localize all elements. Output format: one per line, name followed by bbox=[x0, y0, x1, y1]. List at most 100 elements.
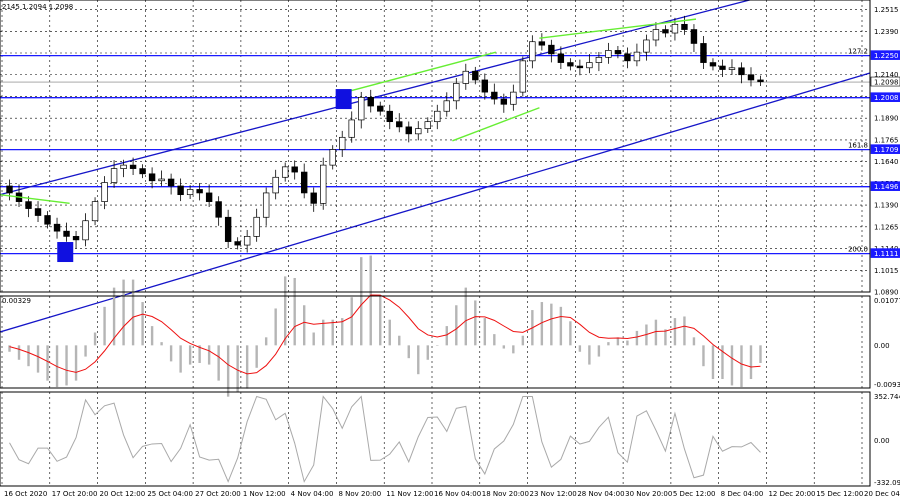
high-box bbox=[335, 89, 352, 110]
candle-body bbox=[82, 220, 89, 241]
candle bbox=[510, 84, 517, 111]
candle-body bbox=[424, 121, 431, 129]
candle-body bbox=[719, 65, 726, 70]
macd-bar bbox=[569, 321, 572, 346]
candle bbox=[377, 101, 384, 116]
x-tick-label: 18 Nov 20:00 bbox=[482, 490, 529, 498]
candle-body bbox=[63, 230, 70, 237]
macd-bar bbox=[255, 345, 258, 368]
macd-bar bbox=[84, 345, 87, 357]
candle-body bbox=[700, 43, 707, 63]
macd-bar bbox=[635, 330, 639, 346]
candle bbox=[434, 104, 441, 130]
fib-label: 161.8 bbox=[848, 142, 868, 150]
macd-bar bbox=[673, 318, 677, 346]
price-tag-label: 1.2250 bbox=[874, 52, 899, 60]
candle bbox=[339, 130, 346, 157]
candle-body bbox=[339, 136, 346, 150]
x-tick-label: 12 Dec 20:00 bbox=[768, 490, 815, 498]
candle bbox=[120, 159, 127, 178]
candle-body bbox=[205, 192, 213, 202]
macd-bar bbox=[702, 345, 705, 367]
macd-bar bbox=[350, 297, 353, 346]
candle-body bbox=[234, 241, 241, 246]
candle-body bbox=[548, 44, 555, 55]
macd-bar bbox=[483, 318, 487, 346]
macd-bar bbox=[578, 345, 582, 352]
macd-pane: 0.00329 bbox=[2, 255, 762, 397]
macd-bar bbox=[141, 302, 144, 346]
candle bbox=[500, 93, 508, 113]
candle bbox=[291, 160, 298, 180]
macd-bar bbox=[245, 345, 249, 389]
price-tag-box bbox=[870, 76, 900, 87]
ohlc-readout: 2145 1.2094 1.2098 bbox=[2, 3, 73, 11]
candle-body bbox=[728, 67, 736, 70]
candle-body bbox=[329, 149, 336, 166]
macd-bar bbox=[388, 319, 391, 346]
pane-frame bbox=[0, 295, 871, 389]
macd-bar bbox=[150, 326, 154, 346]
macd-bar bbox=[160, 342, 163, 346]
price-tag-label: 1.1496 bbox=[874, 183, 899, 191]
macd-bar bbox=[379, 295, 382, 346]
candle bbox=[129, 157, 137, 176]
candle bbox=[139, 164, 146, 179]
candle bbox=[25, 196, 32, 218]
candle bbox=[576, 59, 584, 76]
candle bbox=[491, 83, 498, 105]
macd-bar bbox=[207, 345, 211, 365]
price-tag-box bbox=[870, 248, 900, 258]
candle bbox=[224, 209, 232, 249]
macd-bar bbox=[740, 345, 743, 388]
macd-bar bbox=[103, 306, 106, 346]
macd-tick: -0.00931 bbox=[874, 381, 900, 389]
candle-body bbox=[377, 105, 384, 112]
candle-body bbox=[158, 178, 165, 182]
candle-body bbox=[129, 164, 137, 169]
candle-body bbox=[101, 182, 108, 202]
macd-bar bbox=[455, 305, 458, 346]
candle bbox=[586, 54, 593, 74]
x-tick-label: 25 Oct 04:00 bbox=[147, 490, 193, 498]
candle-body bbox=[120, 164, 127, 169]
macd-bar bbox=[512, 345, 515, 354]
candle-body bbox=[320, 164, 327, 204]
x-tick-label: 1 Nov 12:00 bbox=[243, 490, 286, 498]
macd-bar bbox=[474, 300, 477, 346]
candle bbox=[557, 46, 565, 70]
x-tick-label: 20 Dec 04:00 bbox=[864, 490, 900, 498]
macd-bar bbox=[626, 340, 629, 346]
price-pane: 127.2 161.8 200.0 bbox=[0, 0, 871, 333]
candle-body bbox=[567, 62, 574, 67]
x-tick-label: 30 Nov 20:00 bbox=[625, 490, 672, 498]
macd-tick: 0.00 bbox=[874, 342, 890, 350]
price-tag-box bbox=[870, 144, 900, 154]
candle bbox=[243, 229, 251, 253]
candle-body bbox=[386, 110, 393, 123]
candle bbox=[472, 66, 479, 85]
candle-body bbox=[25, 201, 32, 209]
candle bbox=[415, 121, 422, 141]
price-tag-label: 1.1709 bbox=[874, 146, 899, 154]
macd-bar bbox=[521, 335, 525, 346]
candle-body bbox=[272, 176, 279, 194]
candle-body bbox=[358, 96, 365, 121]
candle bbox=[320, 157, 327, 210]
low-box bbox=[57, 242, 74, 263]
price-tag-label: 1.2008 bbox=[874, 94, 899, 102]
macd-bar bbox=[169, 345, 173, 362]
candle bbox=[110, 160, 118, 188]
trend-annotation bbox=[452, 107, 540, 142]
candle-body bbox=[6, 185, 13, 194]
macd-bar bbox=[616, 337, 620, 346]
candle-body bbox=[186, 189, 194, 196]
candle bbox=[595, 51, 603, 72]
candle-body bbox=[396, 121, 403, 128]
candle-body bbox=[44, 215, 51, 225]
candle-body bbox=[491, 91, 498, 100]
macd-bar bbox=[198, 345, 201, 363]
macd-bar bbox=[283, 276, 287, 346]
